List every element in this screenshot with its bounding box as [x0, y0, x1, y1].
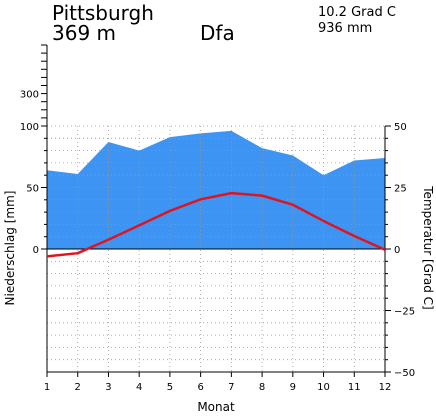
month-label: 9 — [290, 382, 296, 393]
month-label: 11 — [348, 382, 361, 393]
temperature-line — [46, 191, 386, 258]
right-tick-label: 0 — [394, 245, 400, 256]
right-axis-title: Temperatur [Grad C] — [421, 185, 435, 309]
month-label: 12 — [379, 382, 392, 393]
mean-temperature: 10.2 Grad C — [318, 5, 396, 20]
month-label: 5 — [167, 382, 173, 393]
left-tick-label: 100 — [20, 122, 39, 133]
station-name: Pittsburgh — [52, 1, 154, 25]
month-label: 10 — [317, 382, 330, 393]
climate-class: Dfa — [200, 21, 235, 45]
left-tick-label: 300 — [20, 90, 39, 101]
right-tick-label: −50 — [394, 368, 415, 379]
left-axis-title: Niederschlag [mm] — [3, 191, 17, 306]
month-label: 2 — [75, 382, 81, 393]
left-tick-label: 0 — [33, 245, 39, 256]
month-label: 1 — [44, 382, 50, 393]
x-axis-title: Monat — [197, 400, 235, 414]
right-tick-label: 25 — [394, 184, 407, 195]
month-label: 3 — [105, 382, 111, 393]
month-label: 6 — [197, 382, 203, 393]
month-label: 7 — [228, 382, 234, 393]
precipitation-area — [47, 130, 385, 249]
month-label: 8 — [259, 382, 265, 393]
station-elevation: 369 m — [52, 21, 117, 45]
month-label: 4 — [136, 382, 142, 393]
left-tick-label: 50 — [26, 184, 39, 195]
right-tick-label: −25 — [394, 307, 415, 318]
right-tick-label: 50 — [394, 122, 407, 133]
annual-precipitation: 936 mm — [318, 21, 373, 36]
